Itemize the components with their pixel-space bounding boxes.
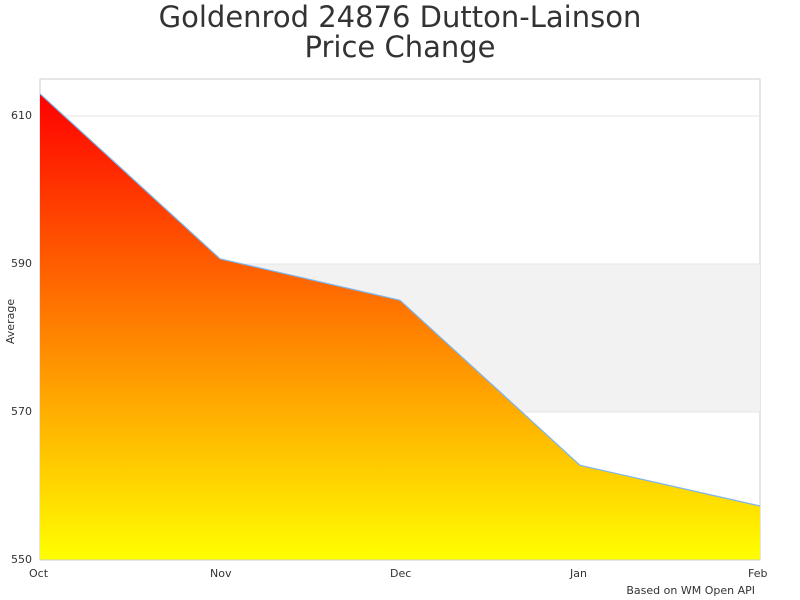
y-axis-label: Average xyxy=(4,298,18,345)
chart-title: Goldenrod 24876 Dutton-Lainson Price Cha… xyxy=(0,2,800,62)
credit-text[interactable]: Based on WM Open API xyxy=(626,584,755,597)
series-line[interactable] xyxy=(39,93,761,507)
x-tick-label: Feb xyxy=(748,567,768,580)
x-tick-label: Nov xyxy=(210,567,232,580)
x-tick-label: Dec xyxy=(390,567,412,580)
y-tick-label: 610 xyxy=(11,109,32,122)
chart-title-line1: Goldenrod 24876 Dutton-Lainson xyxy=(158,0,642,34)
x-tick-label: Oct xyxy=(29,567,49,580)
y-tick-label: 550 xyxy=(11,553,32,566)
x-tick-label: Jan xyxy=(570,567,587,580)
area-series[interactable] xyxy=(40,93,760,561)
chart-title-line2: Price Change xyxy=(304,30,496,64)
y-tick-label: 590 xyxy=(11,257,32,270)
y-tick-label: 570 xyxy=(11,405,32,418)
